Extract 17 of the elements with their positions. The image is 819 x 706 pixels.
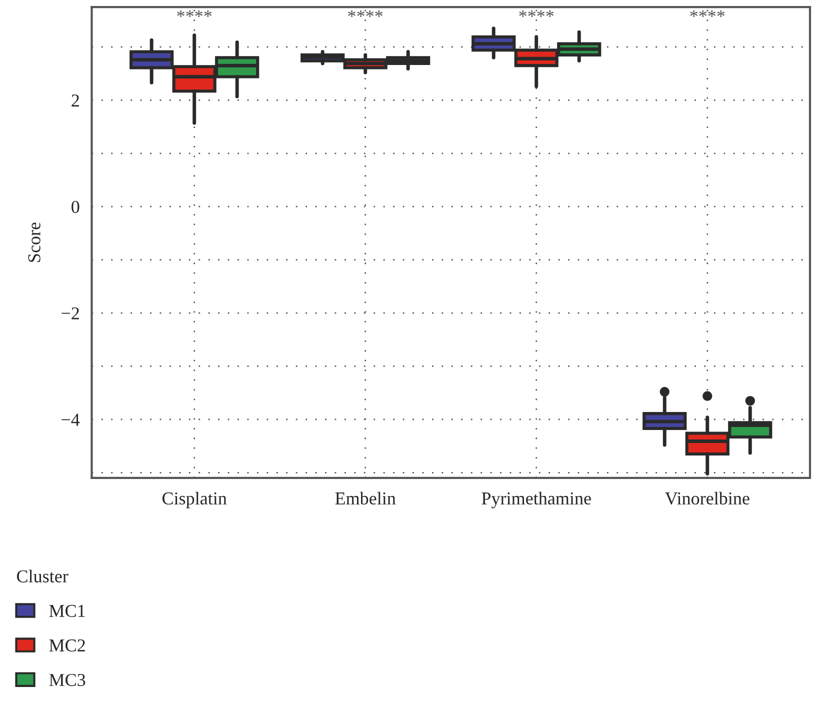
x-tick-label: Pyrimethamine	[482, 492, 591, 508]
y-tick-label: −4	[62, 414, 80, 426]
legend-label: MC2	[49, 639, 85, 652]
legend-label: MC1	[49, 604, 85, 618]
y-tick-label: 0	[72, 200, 80, 214]
y-axis-title: Score	[28, 222, 40, 262]
annotation: ****	[519, 10, 554, 18]
x-tick-label: Cisplatin	[162, 492, 227, 508]
annotation: ****	[177, 10, 212, 18]
annotation: ****	[348, 10, 383, 18]
annotation: ****	[690, 10, 725, 18]
y-tick-label: 2	[72, 94, 79, 106]
y-tick-label: −2	[62, 307, 79, 320]
legend-title: Cluster	[16, 570, 68, 582]
x-tick-label: Embelin	[335, 492, 396, 505]
x-tick-label: Vinorelbine	[665, 492, 750, 505]
legend-label: MC3	[49, 674, 86, 686]
